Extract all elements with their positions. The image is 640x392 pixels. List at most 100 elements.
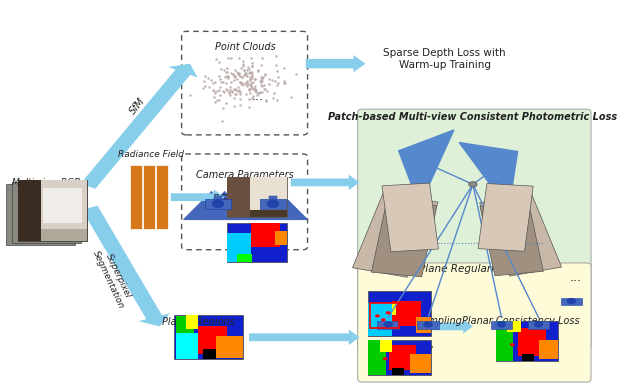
Polygon shape — [382, 183, 438, 252]
FancyBboxPatch shape — [182, 154, 308, 250]
Point — [200, 83, 210, 89]
Point — [250, 88, 260, 94]
Point — [227, 78, 237, 85]
Bar — [203, 349, 216, 359]
Point — [269, 89, 279, 96]
Point — [228, 71, 238, 77]
Point — [251, 88, 261, 94]
Bar — [528, 321, 549, 328]
Text: Multi-view RGB: Multi-view RGB — [12, 178, 80, 187]
Bar — [518, 328, 547, 356]
Text: Sparse Depth Loss with
Warm-up Training: Sparse Depth Loss with Warm-up Training — [383, 48, 506, 70]
Point — [235, 91, 245, 97]
Point — [260, 72, 270, 78]
Point — [222, 87, 232, 93]
Point — [248, 79, 259, 85]
Point — [230, 73, 241, 80]
FancyArrow shape — [431, 319, 473, 333]
Point — [241, 81, 252, 87]
Point — [218, 105, 228, 111]
Point — [279, 65, 289, 71]
Bar — [389, 345, 416, 370]
Bar — [18, 180, 87, 241]
Point — [227, 89, 237, 95]
Point — [257, 89, 268, 95]
Text: RGB & Depth: RGB & Depth — [212, 194, 277, 204]
Point — [242, 67, 252, 74]
Bar — [237, 254, 252, 262]
FancyArrow shape — [291, 174, 360, 190]
Point — [273, 74, 283, 80]
Point — [209, 88, 220, 94]
Point — [237, 73, 247, 80]
Point — [247, 59, 257, 65]
Point — [219, 89, 229, 95]
Point — [256, 79, 266, 85]
Bar — [538, 340, 558, 359]
Point — [234, 87, 244, 93]
Point — [246, 83, 257, 89]
Point — [230, 85, 241, 92]
Point — [256, 74, 266, 80]
Point — [242, 73, 252, 79]
Point — [223, 55, 233, 62]
Bar — [508, 321, 520, 332]
Point — [235, 102, 245, 108]
Point — [246, 69, 256, 76]
Point — [219, 67, 229, 73]
Point — [255, 82, 266, 88]
Point — [208, 87, 218, 93]
Bar — [491, 321, 512, 328]
Text: ...: ... — [238, 177, 252, 191]
Circle shape — [384, 322, 392, 327]
Point — [241, 91, 252, 97]
Text: Planar Regions: Planar Regions — [162, 317, 235, 327]
Point — [215, 76, 225, 82]
Point — [242, 79, 252, 85]
Point — [218, 87, 228, 94]
FancyArrow shape — [249, 330, 360, 345]
Bar — [186, 316, 198, 329]
Point — [240, 70, 250, 76]
Text: Plane Regularization: Plane Regularization — [419, 264, 526, 274]
Bar — [198, 327, 227, 354]
Point — [232, 76, 242, 82]
Polygon shape — [479, 194, 562, 276]
Point — [214, 59, 224, 65]
FancyArrow shape — [82, 206, 170, 327]
Polygon shape — [480, 202, 543, 276]
FancyArrow shape — [171, 189, 225, 205]
Point — [239, 67, 250, 73]
Point — [221, 69, 231, 75]
Point — [226, 55, 236, 62]
Point — [236, 65, 246, 71]
Point — [244, 70, 254, 76]
Point — [291, 71, 301, 77]
Bar — [392, 301, 421, 327]
Point — [260, 71, 270, 77]
Point — [239, 80, 250, 86]
Point — [257, 74, 267, 81]
Point — [259, 82, 269, 88]
Point — [200, 73, 210, 79]
Point — [243, 81, 253, 87]
Text: Patch-based Multi-view Consistent Photometric Loss: Patch-based Multi-view Consistent Photom… — [328, 113, 618, 122]
Text: Radiance Field: Radiance Field — [118, 150, 184, 159]
Point — [237, 74, 248, 80]
Bar — [369, 340, 431, 375]
Point — [214, 97, 224, 103]
Bar — [250, 176, 287, 210]
Bar — [214, 196, 222, 199]
Bar — [130, 165, 141, 229]
Point — [278, 78, 289, 84]
Point — [285, 94, 296, 100]
Point — [232, 71, 243, 78]
Point — [241, 72, 252, 78]
Point — [271, 62, 281, 68]
Point — [234, 54, 244, 61]
Bar — [561, 298, 582, 305]
Point — [220, 74, 230, 80]
Bar — [417, 321, 439, 328]
Point — [255, 89, 266, 96]
Text: SfM: SfM — [128, 96, 147, 116]
